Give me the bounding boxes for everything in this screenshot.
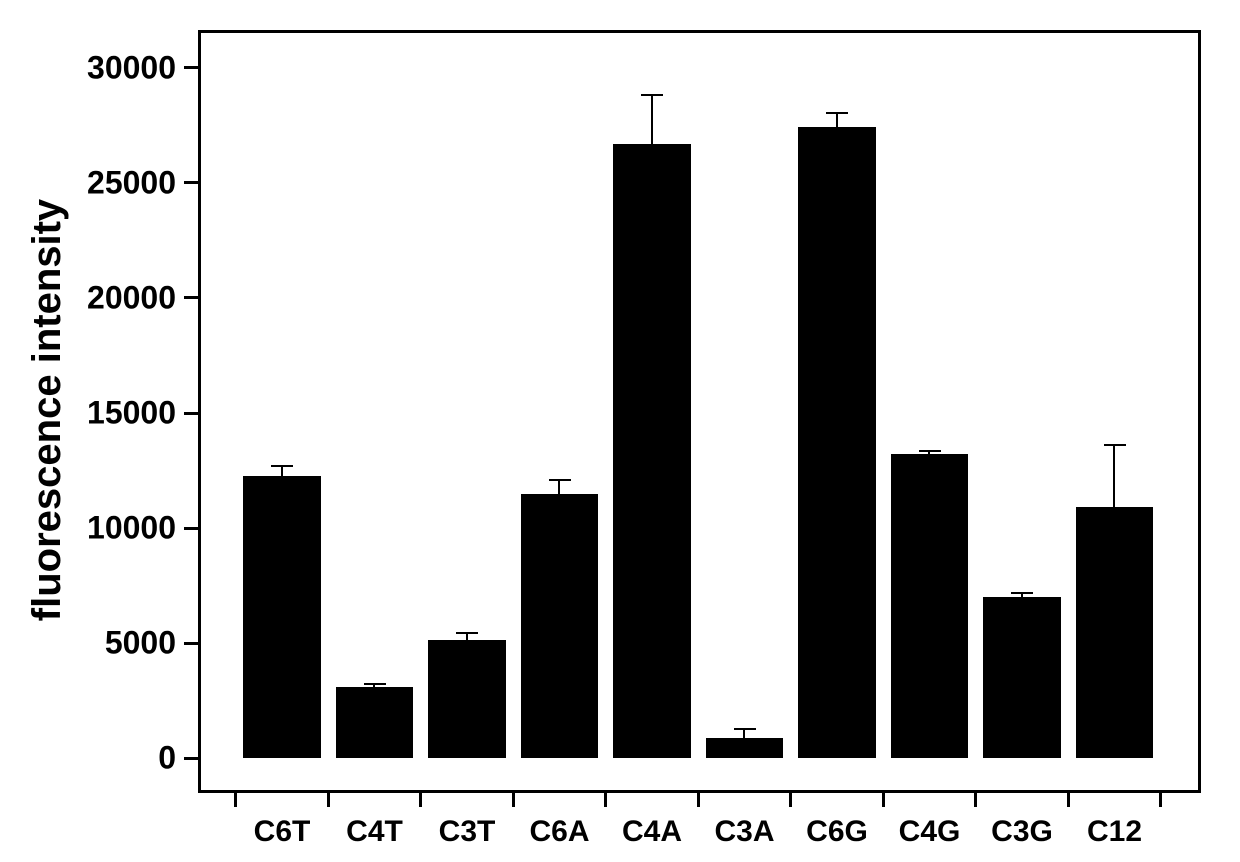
bar [983,597,1061,758]
x-tick-mark [512,793,515,807]
error-bar-cap [1011,592,1033,594]
bar [706,738,784,759]
x-tick-mark [697,793,700,807]
error-bar-cap [271,465,293,467]
x-tick-mark [234,793,237,807]
error-bar-whisker [651,95,653,143]
bar [1076,507,1154,758]
x-tick-mark [974,793,977,807]
bar [243,476,321,758]
y-axis-line [198,33,201,793]
x-tick-mark [882,793,885,807]
bar [891,454,969,758]
bar [428,640,506,759]
error-bar-whisker [466,633,468,640]
y-tick-label: 0 [158,740,176,777]
x-tick-mark [604,793,607,807]
x-tick-label: C6T [254,815,311,849]
plot-area: 050001000015000200002500030000 C6TC4TC3T… [198,30,1201,793]
y-tick-label: 20000 [87,279,176,316]
bar [521,494,599,759]
x-tick-label: C4G [899,815,961,849]
error-bar-cap [734,728,756,730]
x-tick-label: C4A [622,815,682,849]
x-tick-label: C12 [1087,815,1142,849]
x-tick-label: C3G [991,815,1053,849]
x-tick-label: C6G [806,815,868,849]
x-tick-label: C6A [529,815,589,849]
y-tick-mark [184,181,198,184]
error-bar-whisker [743,730,745,738]
y-tick-label: 5000 [105,625,176,662]
error-bar-whisker [1113,445,1115,507]
x-tick-label: C4T [346,815,403,849]
error-bar-whisker [281,466,283,476]
error-bar-cap [364,683,386,685]
x-tick-mark [419,793,422,807]
error-bar-cap [826,112,848,114]
x-tick-mark [327,793,330,807]
error-bar-cap [456,632,478,634]
y-tick-mark [184,642,198,645]
chart-frame: fluorescence intensity 05000100001500020… [0,0,1240,862]
y-tick-label: 10000 [87,510,176,547]
y-tick-mark [184,296,198,299]
error-bar-whisker [836,114,838,128]
y-tick-label: 25000 [87,164,176,201]
y-tick-mark [184,412,198,415]
bar [798,127,876,758]
x-tick-label: C3T [439,815,496,849]
y-tick-label: 30000 [87,49,176,86]
bar [613,144,691,759]
y-tick-mark [184,527,198,530]
x-tick-mark [1067,793,1070,807]
y-tick-label: 15000 [87,395,176,432]
x-tick-mark [789,793,792,807]
y-tick-mark [184,757,198,760]
x-tick-mark [1159,793,1162,807]
error-bar-cap [641,94,663,96]
bar [336,687,414,758]
error-bar-cap [919,450,941,452]
y-axis-label: fluorescence intensity [25,150,65,670]
x-tick-label: C3A [714,815,774,849]
error-bar-cap [549,479,571,481]
error-bar-whisker [558,480,560,494]
y-tick-mark [184,66,198,69]
error-bar-cap [1104,444,1126,446]
